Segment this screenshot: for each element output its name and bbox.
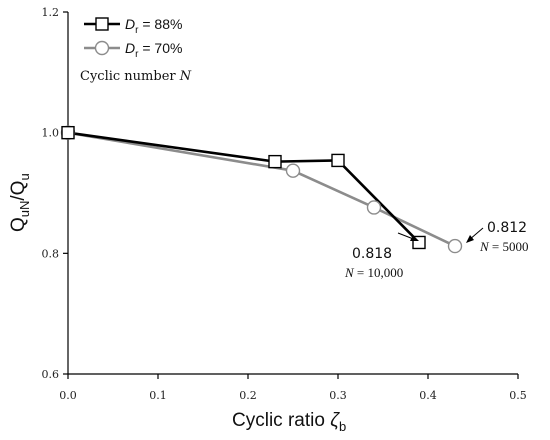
legend-marker-88 — [95, 17, 109, 31]
ticks: 0.6 0.8 1.0 1.2 0.0 0.1 0.2 0.3 0.4 0.5 — [42, 6, 527, 402]
annotation-n-88: N = 10,000 — [344, 265, 403, 280]
x-tick-label: 0.0 — [59, 389, 77, 402]
legend-marker-70 — [94, 40, 110, 56]
y-tick-label: 1.0 — [42, 127, 60, 140]
annotation-value-70: 0.812 — [487, 220, 527, 236]
x-tick-label: 0.2 — [239, 389, 257, 402]
axes — [67, 12, 518, 375]
y-tick-label: 0.6 — [42, 368, 60, 381]
series-line-1 — [67, 131, 456, 248]
series-layer — [60, 125, 463, 254]
legend-label-70: Dr = 70% — [125, 40, 182, 60]
annotation-arrowhead-70 — [466, 235, 474, 243]
y-axis-title: QuN/Qu — [8, 173, 32, 232]
y-tick-label: 1.2 — [42, 6, 60, 19]
data-point-88 — [331, 153, 345, 168]
series-line-0 — [67, 131, 420, 244]
x-tick-label: 0.1 — [149, 389, 167, 402]
annotation-value-88: 0.818 — [352, 246, 392, 262]
x-axis-title: Cyclic ratio ζb — [232, 410, 346, 434]
data-point-88 — [61, 125, 75, 140]
x-tick-label: 0.3 — [329, 389, 347, 402]
annotation-n-70: N = 5000 — [479, 239, 529, 254]
data-point-70 — [366, 200, 382, 215]
x-tick-label: 0.5 — [509, 389, 527, 402]
legend-label-88: Dr = 88% — [125, 16, 182, 36]
x-tick-label: 0.4 — [419, 389, 437, 402]
annotation-arrowhead-88 — [410, 235, 419, 241]
y-tick-label: 0.8 — [42, 247, 60, 260]
annotations: 0.818 N = 10,000 0.812 N = 5000 — [344, 220, 529, 280]
legend: Dr = 88% Dr = 70% Cyclic number N — [80, 16, 192, 84]
data-point-88 — [268, 154, 282, 169]
data-point-70 — [285, 163, 301, 178]
data-point-70 — [447, 238, 463, 254]
cyclic-number-note: Cyclic number N — [80, 69, 192, 84]
